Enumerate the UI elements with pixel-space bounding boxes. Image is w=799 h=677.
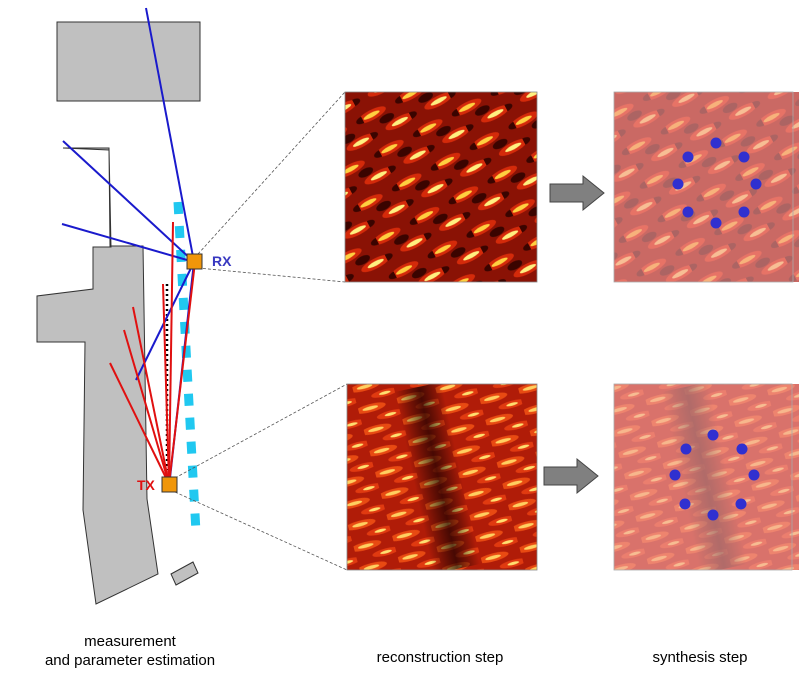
reconstruction-panel-tx-frame (346, 383, 538, 571)
caption-reconstruction: reconstruction step (376, 649, 504, 666)
right-arrow-icon (543, 457, 599, 495)
reconstruction-panel-tx (347, 384, 537, 570)
rx-label: RX (212, 253, 232, 269)
building-main (36, 147, 159, 605)
antenna-array-tx (669, 429, 760, 521)
synthesis-panel-tx-frame (613, 383, 793, 571)
caption-measurement: measurement and parameter estimation (0, 632, 260, 670)
antenna-array-rx (672, 137, 762, 229)
synthesis-panel-tx (614, 384, 799, 570)
caption-measurement-line2: and parameter estimation (44, 652, 216, 669)
rx-device (186, 253, 203, 270)
right-arrow-icon (549, 174, 605, 212)
reconstruction-panel-rx (345, 92, 537, 282)
building-top (56, 21, 201, 102)
tx-device (161, 476, 178, 493)
caption-synthesis: synthesis step (652, 649, 748, 666)
building-small (170, 561, 199, 586)
synthesis-panel-rx-frame (613, 91, 794, 283)
caption-measurement-line1: measurement (84, 633, 176, 650)
synthesis-panel-rx (614, 92, 799, 282)
tx-rays (109, 221, 196, 485)
reconstruction-panel-rx-frame (344, 91, 538, 283)
vehicle-path (173, 201, 201, 533)
tx-label: TX (137, 477, 156, 493)
leader-lines (174, 91, 348, 571)
